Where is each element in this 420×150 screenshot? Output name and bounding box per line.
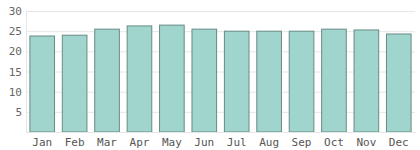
bars bbox=[30, 25, 411, 132]
bar bbox=[386, 34, 411, 132]
x-tick-label: May bbox=[162, 136, 182, 149]
y-tick: 30 bbox=[9, 5, 415, 18]
bar bbox=[289, 31, 314, 132]
x-tick: May bbox=[162, 132, 182, 149]
x-tick: Aug bbox=[259, 132, 279, 149]
x-tick-label: Jan bbox=[32, 136, 52, 149]
y-tick-label: 10 bbox=[9, 86, 22, 99]
y-tick-label: 25 bbox=[9, 25, 22, 38]
y-axis: 5 10 15 20 25 30 bbox=[9, 5, 415, 132]
bar bbox=[62, 35, 87, 132]
bar bbox=[354, 30, 379, 132]
x-tick-label: Feb bbox=[65, 136, 85, 149]
bar bbox=[224, 31, 249, 132]
x-tick-label: Oct bbox=[324, 136, 344, 149]
x-tick-label: Jun bbox=[194, 136, 214, 149]
x-tick: Mar bbox=[97, 132, 117, 149]
x-tick: Oct bbox=[324, 132, 344, 149]
x-tick: Sep bbox=[292, 132, 312, 149]
bar bbox=[257, 31, 282, 132]
plot: 5 10 15 20 25 30 Jan Feb Mar Apr May Jun Jul Aug Sep Oc… bbox=[9, 5, 416, 149]
x-tick-label: Mar bbox=[97, 136, 117, 149]
bar bbox=[127, 26, 152, 132]
x-tick-label: Nov bbox=[356, 136, 376, 149]
x-tick-label: Dec bbox=[389, 136, 409, 149]
bar bbox=[95, 29, 120, 132]
chart: 5 10 15 20 25 30 Jan Feb Mar Apr May Jun Jul Aug Sep Oc… bbox=[0, 0, 420, 150]
bar bbox=[160, 25, 185, 132]
x-tick-label: Sep bbox=[292, 136, 312, 149]
bar bbox=[192, 29, 217, 132]
x-axis: Jan Feb Mar Apr May Jun Jul Aug Sep Oct Nov Dec bbox=[27, 132, 416, 149]
bar bbox=[322, 29, 347, 132]
x-axis-line bbox=[27, 132, 416, 133]
grid-line bbox=[26, 11, 415, 12]
y-tick-label: 15 bbox=[9, 66, 22, 79]
bar bbox=[30, 36, 55, 132]
x-tick: Feb bbox=[65, 132, 85, 149]
x-tick: Jul bbox=[227, 132, 247, 149]
x-tick-label: Aug bbox=[259, 136, 279, 149]
y-tick-label: 30 bbox=[9, 5, 22, 18]
x-tick: Dec bbox=[389, 132, 409, 149]
x-tick: Jan bbox=[32, 132, 52, 149]
y-tick-label: 20 bbox=[9, 45, 22, 58]
x-tick: Apr bbox=[130, 132, 150, 149]
y-tick-label: 5 bbox=[15, 106, 22, 119]
x-tick: Jun bbox=[194, 132, 214, 149]
x-tick: Nov bbox=[356, 132, 376, 149]
x-tick-label: Apr bbox=[130, 136, 150, 149]
x-tick-label: Jul bbox=[227, 136, 247, 149]
